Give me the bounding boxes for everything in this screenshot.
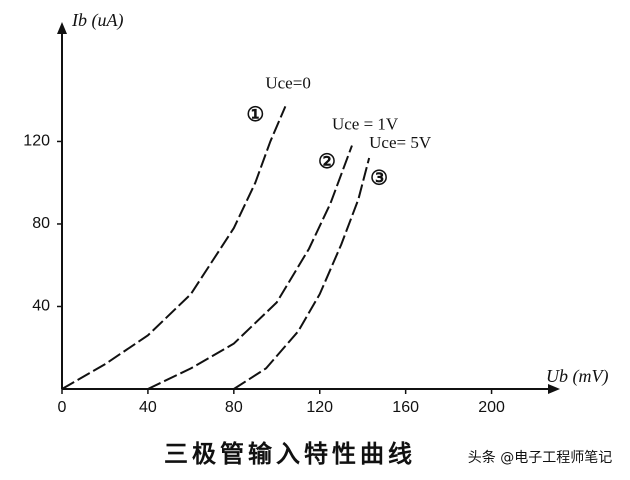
x-tick-label: 0	[58, 399, 67, 416]
watermark: 头条 @电子工程师笔记	[468, 449, 612, 466]
chart-title: 三极管输入特性曲线	[164, 440, 416, 468]
y-tick-label: 40	[32, 298, 50, 315]
curve-marker: ②	[318, 151, 336, 173]
x-tick-label: 40	[139, 399, 157, 416]
x-tick-label: 160	[392, 399, 419, 416]
curve	[233, 157, 371, 390]
y-tick-label: 120	[23, 133, 50, 150]
y-arrow	[57, 22, 67, 34]
curve-marker: ③	[370, 168, 388, 190]
x-tick-label: 200	[478, 399, 505, 416]
curve-label: Uce=0	[265, 73, 310, 92]
x-tick-label: 120	[306, 399, 333, 416]
curve	[61, 105, 287, 390]
curve-label: Uce = 1V	[332, 114, 399, 133]
curve-marker: ①	[246, 104, 264, 126]
x-tick-label: 80	[225, 399, 243, 416]
x-axis-label: Ub (mV)	[546, 366, 608, 387]
y-tick-label: 80	[32, 215, 50, 232]
x-arrow	[548, 384, 560, 394]
curve	[147, 145, 353, 390]
y-axis-label: Ib (uA)	[71, 10, 123, 31]
curve-label: Uce= 5V	[369, 133, 432, 152]
